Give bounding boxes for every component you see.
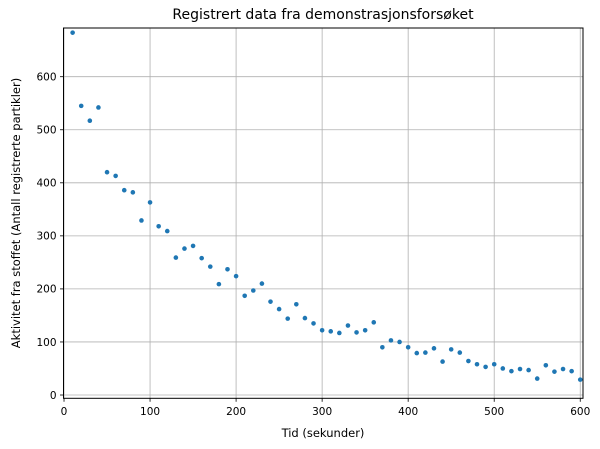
data-point [560, 366, 566, 372]
data-point [380, 344, 385, 350]
data-point [104, 169, 110, 175]
data-point [371, 320, 377, 325]
data-point [173, 255, 179, 260]
y-tick-label: 500 [36, 125, 56, 137]
data-point [500, 366, 506, 371]
data-point [483, 364, 488, 370]
data-point [251, 288, 256, 293]
data-point [337, 330, 342, 336]
data-point [388, 338, 394, 343]
data-point [113, 173, 118, 179]
data-point [509, 368, 514, 374]
data-point [543, 363, 549, 368]
plot-border [63, 27, 584, 399]
data-point [268, 299, 273, 304]
data-point [130, 190, 136, 195]
data-point [414, 350, 420, 356]
chart-title: Registrert data fra demonstrasjonsforsøk… [172, 7, 474, 23]
data-point [423, 350, 428, 355]
data-point [526, 367, 531, 373]
x-axis-label: Tid (sekunder) [281, 426, 365, 440]
y-tick-label: 0 [50, 390, 57, 402]
x-tick-label: 200 [226, 406, 246, 418]
data-point [491, 361, 497, 367]
data-point [457, 350, 463, 355]
data-point [225, 266, 230, 272]
y-axis-label: Aktivitet fra stoffet (Antall registrert… [9, 77, 23, 349]
data-point [182, 246, 187, 251]
data-point [216, 281, 222, 287]
data-point [285, 316, 291, 321]
data-point [552, 369, 557, 374]
data-point [199, 255, 204, 261]
data-point [302, 315, 308, 321]
data-point [517, 366, 523, 372]
x-tick-label: 500 [484, 406, 504, 418]
data-point [190, 243, 196, 249]
data-point [431, 346, 437, 351]
x-tick-label: 100 [140, 406, 160, 418]
data-point [319, 327, 325, 333]
data-point [474, 361, 480, 367]
data-point [362, 327, 368, 333]
data-point [328, 329, 334, 334]
data-point [345, 323, 351, 328]
y-tick-label: 200 [36, 284, 56, 296]
data-point [242, 293, 247, 299]
data-point [276, 306, 282, 312]
data-point [569, 368, 574, 374]
data-point [311, 321, 316, 326]
x-tick-label: 600 [570, 406, 590, 418]
y-tick-label: 400 [36, 178, 56, 190]
data-point [96, 105, 101, 110]
data-point [87, 118, 93, 124]
data-point [466, 358, 471, 364]
data-point [534, 376, 540, 381]
y-tick-label: 300 [36, 231, 56, 243]
data-point [70, 30, 75, 35]
data-point [147, 200, 153, 205]
data-point [259, 281, 265, 286]
data-point [121, 187, 127, 193]
data-point [207, 264, 213, 269]
data-point [164, 228, 170, 234]
data-point [577, 377, 583, 382]
data-point [397, 339, 402, 345]
y-tick-label: 600 [36, 72, 56, 84]
data-point [448, 347, 454, 352]
data-point [78, 103, 84, 109]
x-tick-label: 300 [312, 406, 332, 418]
x-tick-label: 400 [398, 406, 418, 418]
data-point [440, 359, 445, 364]
y-tick-label: 100 [36, 337, 56, 349]
data-point [139, 218, 144, 223]
data-point [233, 273, 239, 279]
data-point [156, 224, 161, 229]
x-tick-label: 0 [61, 406, 68, 418]
data-point [354, 330, 359, 335]
data-point [294, 301, 299, 307]
data-point [405, 344, 411, 350]
